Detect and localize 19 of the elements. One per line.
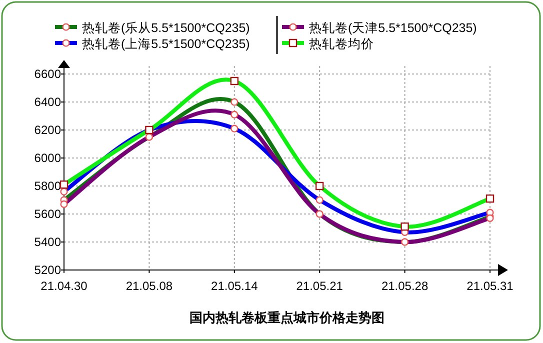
x-tick-label: 21.05.31 xyxy=(466,279,514,293)
legend-label: 热轧卷均价 xyxy=(309,37,374,51)
x-tick-label: 21.05.08 xyxy=(126,279,173,293)
y-tick-label: 5400 xyxy=(34,235,62,249)
legend-label: 热轧卷(乐从5.5*1500*CQ235) xyxy=(82,21,250,35)
y-tick-label: 6400 xyxy=(34,95,62,109)
x-tick-label: 21.05.28 xyxy=(381,279,428,293)
x-tick-label: 21.04.30 xyxy=(40,279,88,293)
x-tick-label: 21.05.14 xyxy=(211,279,258,293)
y-tick-label: 6200 xyxy=(34,123,62,137)
x-tick-label: 21.05.21 xyxy=(296,279,344,293)
y-tick-label: 5600 xyxy=(34,207,62,221)
y-tick-label: 5200 xyxy=(34,263,62,277)
y-tick-label: 5800 xyxy=(34,179,62,193)
y-tick-label: 6000 xyxy=(34,151,62,165)
y-tick-label: 6600 xyxy=(34,67,62,81)
legend-label: 热轧卷(上海5.5*1500*CQ235) xyxy=(82,37,250,51)
legend-label: 热轧卷(天津5.5*1500*CQ235) xyxy=(309,21,477,35)
text: 国内热轧卷板重点城市价格走势图 xyxy=(190,310,384,325)
